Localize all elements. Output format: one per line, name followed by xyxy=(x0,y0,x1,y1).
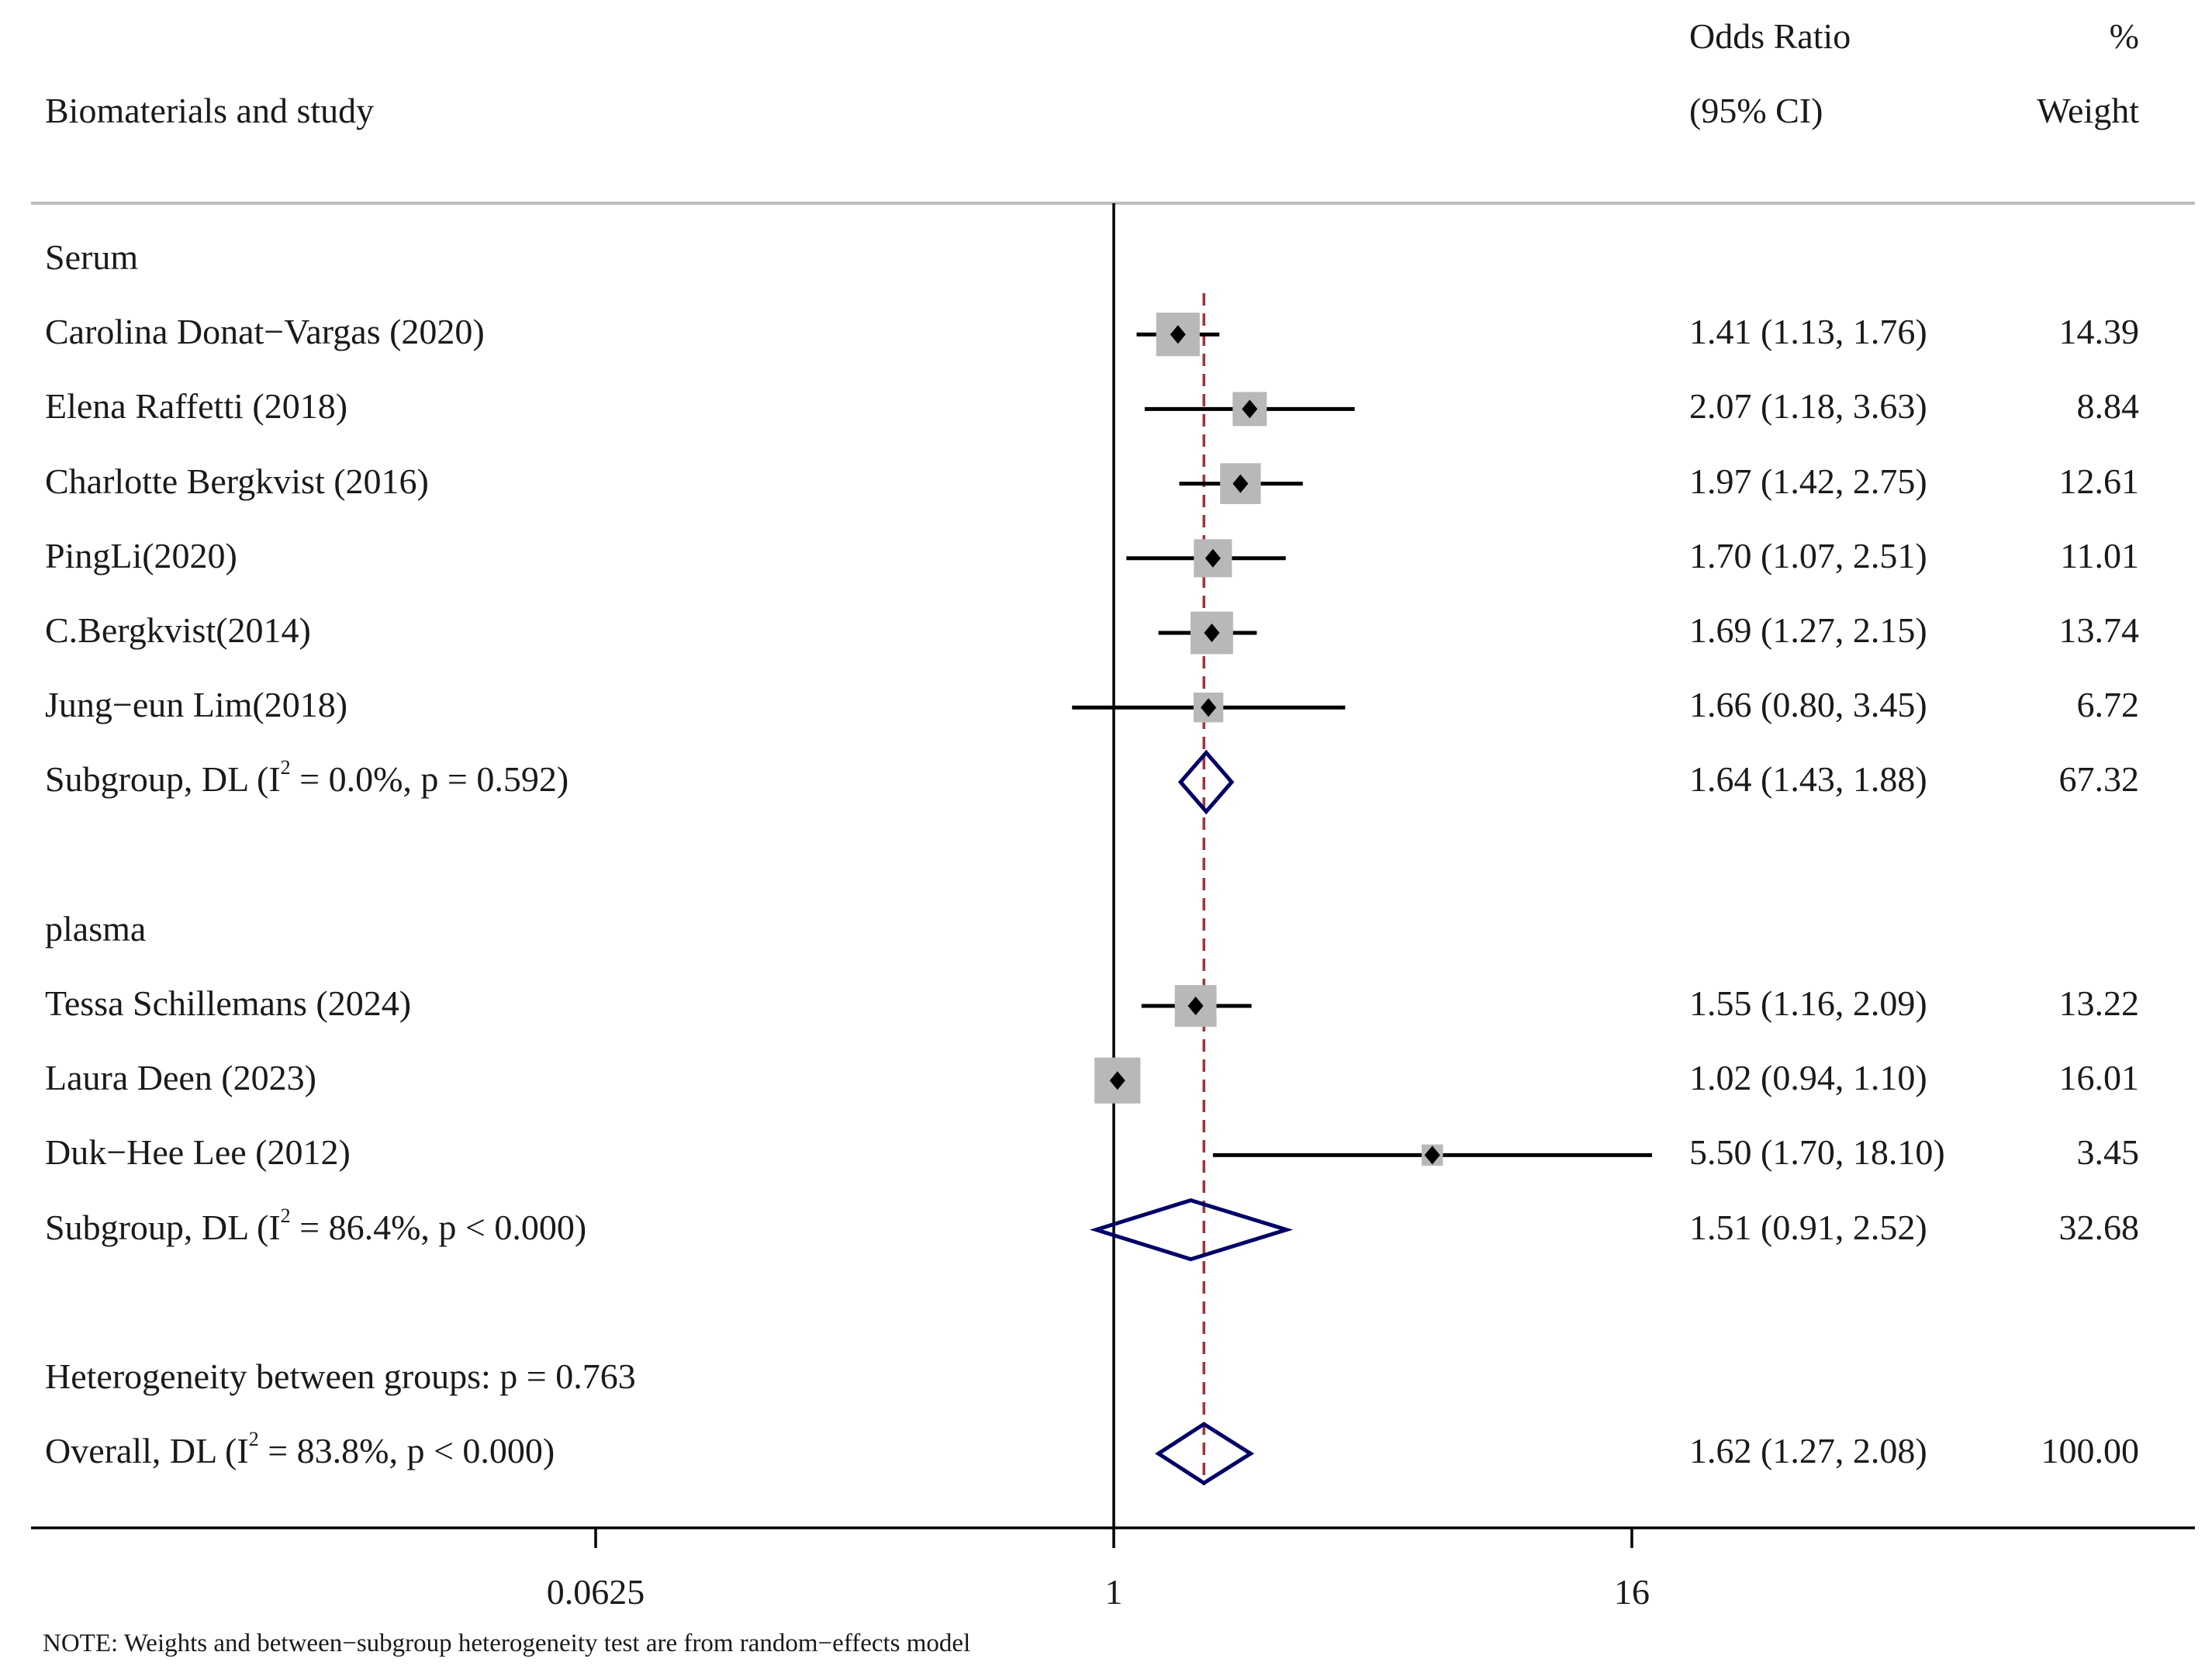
ci-value: 1.64 (1.43, 1.88) xyxy=(1689,759,1927,800)
x-tick-label: 16 xyxy=(1614,1572,1650,1612)
point-estimate xyxy=(1232,474,1249,493)
study-label: Carolina Donat−Vargas (2020) xyxy=(45,312,485,352)
summary-label-suffix: = 83.8%, p < 0.000) xyxy=(258,1431,555,1471)
point-estimate xyxy=(1109,1071,1125,1090)
heterogeneity-label: Heterogeneity between groups: p = 0.763 xyxy=(45,1356,636,1396)
summary-label-prefix: Overall, DL (I xyxy=(45,1431,249,1471)
point-estimate xyxy=(1170,325,1186,344)
point-estimate xyxy=(1201,698,1217,717)
point-estimate xyxy=(1205,548,1221,568)
header-weight-line1: % xyxy=(2109,16,2139,56)
point-estimate xyxy=(1242,399,1258,419)
summary-label-suffix: = 86.4%, p < 0.000) xyxy=(290,1207,587,1247)
group-label: Serum xyxy=(45,237,139,277)
weight-value: 13.74 xyxy=(2058,610,2140,650)
weight-value: 32.68 xyxy=(2058,1207,2140,1247)
weight-value: 6.72 xyxy=(2076,685,2140,725)
ci-value: 1.02 (0.94, 1.10) xyxy=(1689,1058,1927,1098)
footnote: NOTE: Weights and between−subgroup heter… xyxy=(43,1629,971,1657)
ci-value: 1.62 (1.27, 2.08) xyxy=(1689,1431,1927,1471)
study-label: Tessa Schillemans (2024) xyxy=(45,983,412,1023)
study-label: Jung−eun Lim(2018) xyxy=(45,685,348,725)
ci-value: 1.69 (1.27, 2.15) xyxy=(1689,610,1927,650)
weight-value: 16.01 xyxy=(2058,1058,2140,1098)
summary-label: Overall, DL (I2 = 83.8%, p < 0.000) xyxy=(45,1429,555,1471)
ci-value: 1.55 (1.16, 2.09) xyxy=(1689,983,1927,1023)
summary-diamond xyxy=(1089,1197,1294,1262)
weight-value: 100.00 xyxy=(2041,1431,2140,1471)
study-label: Elena Raffetti (2018) xyxy=(45,386,348,427)
point-estimate xyxy=(1424,1146,1440,1165)
summary-diamond xyxy=(1154,1422,1255,1486)
point-estimate xyxy=(1204,624,1220,642)
study-label: PingLi(2020) xyxy=(45,535,237,575)
group-label: plasma xyxy=(45,908,147,949)
ci-value: 2.07 (1.18, 3.63) xyxy=(1689,386,1927,427)
ci-value: 1.66 (0.80, 3.45) xyxy=(1689,685,1927,725)
ci-value: 1.70 (1.07, 2.51) xyxy=(1689,535,1927,575)
x-tick-label: 1 xyxy=(1104,1572,1123,1612)
summary-label-prefix: Subgroup, DL (I xyxy=(45,759,281,800)
ci-value: 1.97 (1.42, 2.75) xyxy=(1689,461,1927,501)
summary-label-suffix: = 0.0%, p = 0.592) xyxy=(290,759,569,800)
study-label: Duk−Hee Lee (2012) xyxy=(45,1132,351,1173)
weight-value: 67.32 xyxy=(2058,759,2140,800)
ci-value: 5.50 (1.70, 18.10) xyxy=(1689,1132,1945,1173)
summary-label-superscript: 2 xyxy=(280,1204,291,1227)
summary-label: Subgroup, DL (I2 = 86.4%, p < 0.000) xyxy=(45,1205,587,1247)
summary-label-prefix: Subgroup, DL (I xyxy=(45,1207,281,1247)
ci-value: 1.51 (0.91, 2.52) xyxy=(1689,1207,1927,1247)
weight-value: 14.39 xyxy=(2058,312,2140,352)
ci-value: 1.41 (1.13, 1.76) xyxy=(1689,312,1927,352)
header-study: Biomaterials and study xyxy=(45,91,375,130)
weight-value: 12.61 xyxy=(2058,461,2140,501)
x-tick-label: 0.0625 xyxy=(546,1572,645,1612)
study-label: Charlotte Bergkvist (2016) xyxy=(45,461,429,501)
weight-value: 11.01 xyxy=(2060,535,2139,575)
summary-label-superscript: 2 xyxy=(248,1428,259,1451)
study-label: Laura Deen (2023) xyxy=(45,1058,316,1098)
header-or-line2: (95% CI) xyxy=(1689,91,1823,130)
summary-label: Subgroup, DL (I2 = 0.0%, p = 0.592) xyxy=(45,758,569,800)
study-label: C.Bergkvist(2014) xyxy=(45,610,311,650)
weight-value: 3.45 xyxy=(2076,1132,2140,1173)
weight-value: 13.22 xyxy=(2058,983,2140,1023)
summary-label-superscript: 2 xyxy=(280,756,291,779)
header-weight-line2: Weight xyxy=(2037,91,2139,130)
header-or-line1: Odds Ratio xyxy=(1689,16,1851,56)
weight-value: 8.84 xyxy=(2076,386,2140,427)
summary-diamond xyxy=(1177,749,1235,815)
point-estimate xyxy=(1187,997,1204,1015)
